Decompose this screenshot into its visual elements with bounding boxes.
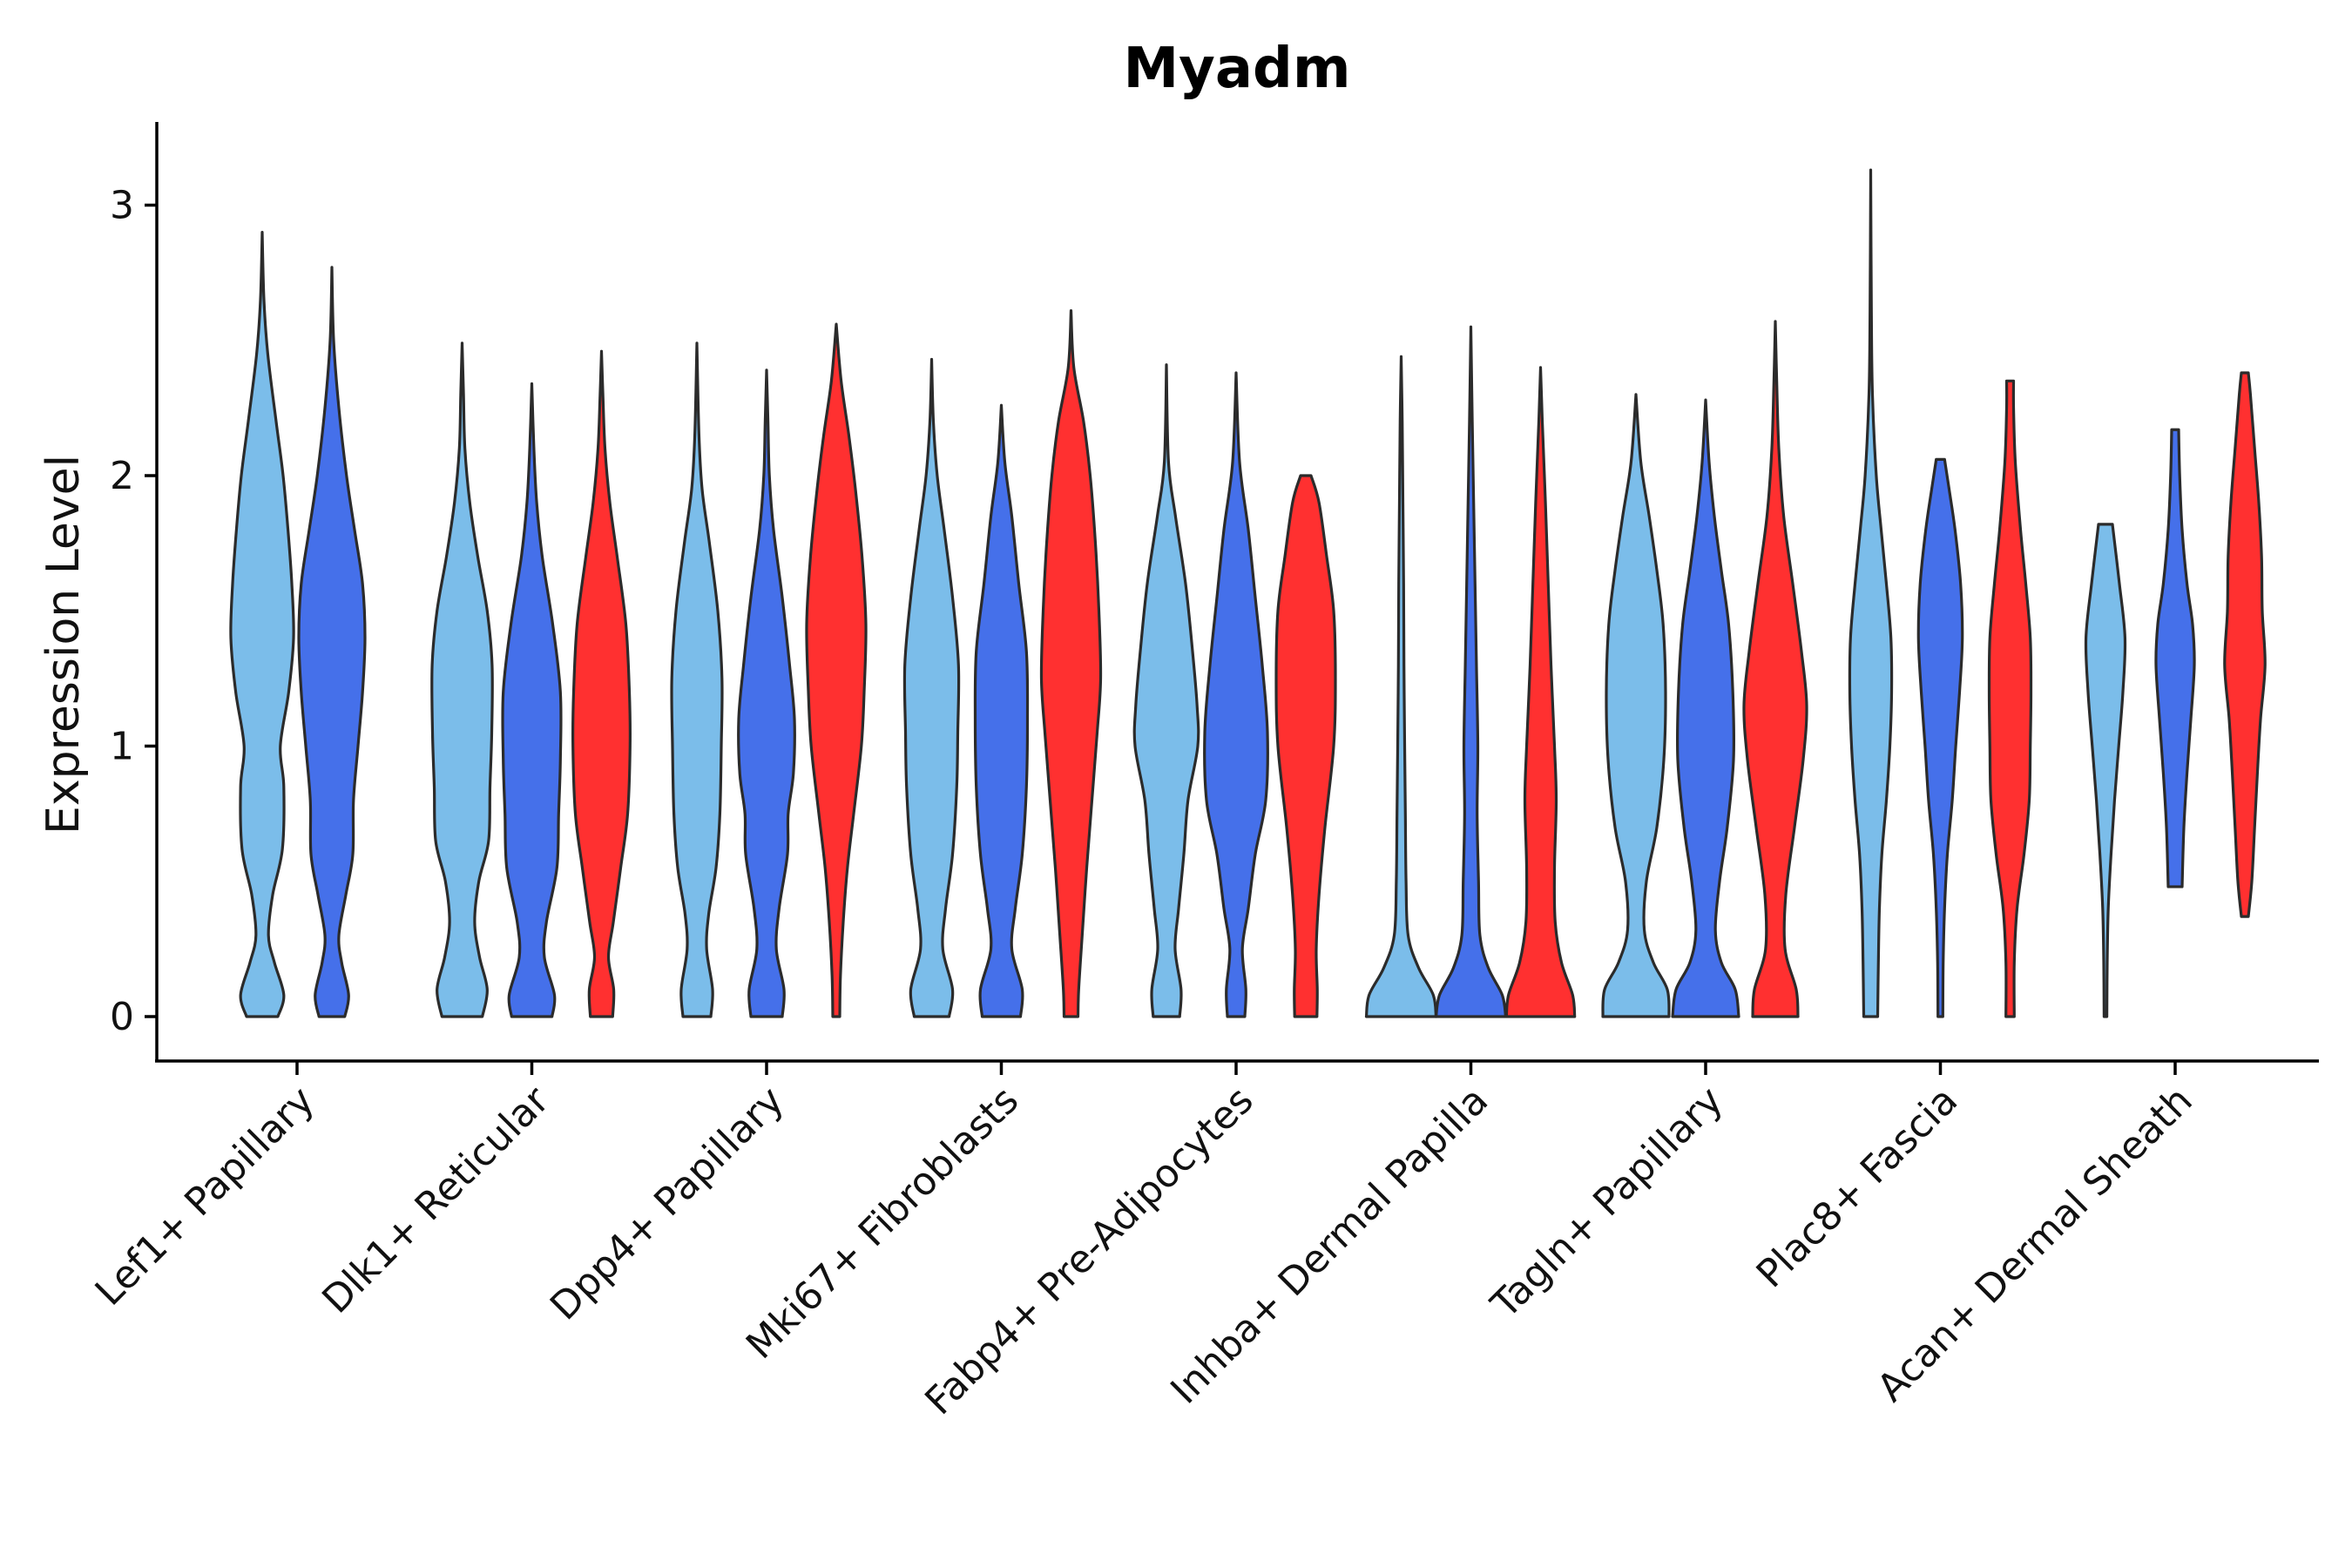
violin-sample3 [1987,379,2033,1018]
violin-sample1 [1132,363,1200,1018]
violin-sample2 [297,266,367,1018]
violin-sample1 [670,341,724,1018]
violin-sample2 [1203,371,1269,1018]
x-tick-label: Plac8+ Fascia [1748,1078,1967,1297]
violin-sample3 [1039,309,1103,1018]
violin-sample1 [1848,168,1894,1018]
x-tick-label: Lef1+ Papillary [87,1078,323,1315]
y-tick-label: 3 [110,184,134,228]
violin-sample3 [805,322,868,1018]
violin-sample2 [1671,398,1740,1018]
y-tick-label: 1 [110,725,134,769]
violin-sample3 [1742,320,1808,1018]
x-tick-label: Dlk1+ Reticular [314,1078,558,1322]
violin-sample2 [1434,325,1508,1018]
violin-sample1 [430,341,494,1018]
violin-sample3 [1274,474,1337,1018]
violin-sample2 [737,368,796,1018]
x-tick-label: Tagln+ Papillary [1483,1078,1732,1328]
y-ticks: 0 1 2 3 [110,184,157,1039]
violin-sample2 [973,403,1030,1018]
violin-sample3 [1504,366,1577,1018]
y-axis-label: Expression Level [37,455,90,835]
chart-title: Myadm [1123,37,1350,101]
violin-sample1 [229,230,295,1018]
y-tick-label: 0 [110,995,134,1039]
violin-group [229,168,2267,1018]
y-tick-label: 2 [110,454,134,498]
violin-sample1 [1364,355,1438,1018]
violin-sample1 [2084,523,2127,1018]
violin-sample1 [902,357,961,1018]
violin-sample2 [501,382,563,1018]
violin-sample1 [1601,393,1671,1018]
violin-sample2 [2154,428,2196,889]
violin-sample3 [2223,371,2267,918]
violin-sample2 [1916,457,1964,1018]
violin-sample3 [571,349,632,1018]
x-tick-label: Dpp4+ Papillary [542,1078,793,1329]
